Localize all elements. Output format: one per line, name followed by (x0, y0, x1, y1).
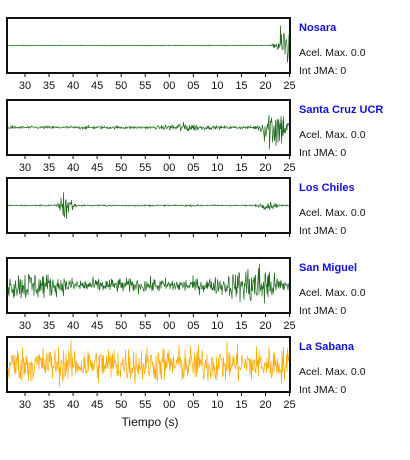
x-tick-label-4-11: 25 (283, 399, 295, 411)
x-tick-label-0-8: 10 (211, 80, 223, 92)
x-tick-label-3-9: 15 (235, 320, 247, 332)
int-jma-4: Int JMA: 0 (299, 384, 347, 396)
waveform-1 (7, 114, 290, 150)
x-tick-label-3-11: 25 (283, 320, 295, 332)
x-tick-label-0-1: 35 (43, 80, 55, 92)
x-tick-label-1-6: 00 (163, 162, 175, 174)
x-axis-title: Tiempo (s) (121, 415, 179, 429)
x-tick-label-4-10: 20 (259, 399, 271, 411)
x-tick-label-1-5: 55 (139, 162, 151, 174)
x-tick-label-3-3: 45 (91, 320, 103, 332)
acel-max-3: Acel. Max. 0.0 (299, 287, 366, 299)
x-tick-label-4-2: 40 (67, 399, 79, 411)
acel-max-2: Acel. Max. 0.0 (299, 207, 366, 219)
int-jma-1: Int JMA: 0 (299, 147, 347, 159)
x-tick-label-4-1: 35 (43, 399, 55, 411)
x-tick-label-0-6: 00 (163, 80, 175, 92)
x-tick-label-0-10: 20 (259, 80, 271, 92)
int-jma-0: Int JMA: 0 (299, 65, 347, 77)
trace-frame-0 (6, 17, 291, 74)
x-tick-label-3-0: 30 (19, 320, 31, 332)
x-tick-label-1-10: 20 (259, 162, 271, 174)
station-name-1: Santa Cruz UCR (299, 104, 384, 116)
x-tick-label-4-5: 55 (139, 399, 151, 411)
x-tick-label-4-9: 15 (235, 399, 247, 411)
x-tick-label-3-5: 55 (139, 320, 151, 332)
x-tick-label-0-5: 55 (139, 80, 151, 92)
x-tick-label-3-10: 20 (259, 320, 271, 332)
x-tick-label-4-7: 05 (187, 399, 199, 411)
station-name-3: San Miguel (299, 262, 358, 274)
x-tick-label-4-8: 10 (211, 399, 223, 411)
int-jma-2: Int JMA: 0 (299, 225, 347, 237)
x-tick-label-3-2: 40 (67, 320, 79, 332)
acel-max-4: Acel. Max. 0.0 (299, 366, 366, 378)
station-name-2: Los Chiles (299, 182, 355, 194)
x-tick-label-0-2: 40 (67, 80, 79, 92)
waveform-3 (7, 263, 290, 304)
trace-frame-4 (6, 336, 291, 393)
x-tick-label-0-9: 15 (235, 80, 247, 92)
x-tick-label-1-8: 10 (211, 162, 223, 174)
acel-max-0: Acel. Max. 0.0 (299, 47, 366, 59)
x-tick-label-0-3: 45 (91, 80, 103, 92)
waveform-4 (7, 340, 290, 387)
x-tick-label-1-7: 05 (187, 162, 199, 174)
x-tick-label-3-6: 00 (163, 320, 175, 332)
x-tick-label-0-4: 50 (115, 80, 127, 92)
station-name-0: Nosara (299, 22, 337, 34)
x-tick-label-0-0: 30 (19, 80, 31, 92)
x-tick-label-0-11: 25 (283, 80, 295, 92)
x-tick-label-3-7: 05 (187, 320, 199, 332)
x-tick-label-1-1: 35 (43, 162, 55, 174)
x-tick-label-1-9: 15 (235, 162, 247, 174)
x-tick-label-1-2: 40 (67, 162, 79, 174)
x-tick-label-1-0: 30 (19, 162, 31, 174)
waveform-2 (7, 192, 290, 219)
int-jma-3: Int JMA: 0 (299, 305, 347, 317)
x-tick-label-0-7: 05 (187, 80, 199, 92)
trace-frame-3 (6, 257, 291, 314)
x-tick-label-3-8: 10 (211, 320, 223, 332)
trace-frame-1 (6, 99, 291, 156)
x-tick-label-4-6: 00 (163, 399, 175, 411)
x-tick-label-1-4: 50 (115, 162, 127, 174)
x-tick-label-4-4: 50 (115, 399, 127, 411)
station-name-4: La Sabana (299, 341, 355, 353)
x-tick-label-1-3: 45 (91, 162, 103, 174)
x-tick-label-4-3: 45 (91, 399, 103, 411)
x-tick-label-3-1: 35 (43, 320, 55, 332)
waveform-0 (7, 25, 290, 63)
x-tick-label-3-4: 50 (115, 320, 127, 332)
trace-frame-2 (6, 177, 291, 234)
acel-max-1: Acel. Max. 0.0 (299, 129, 366, 141)
x-tick-label-1-11: 25 (283, 162, 295, 174)
x-tick-label-4-0: 30 (19, 399, 31, 411)
